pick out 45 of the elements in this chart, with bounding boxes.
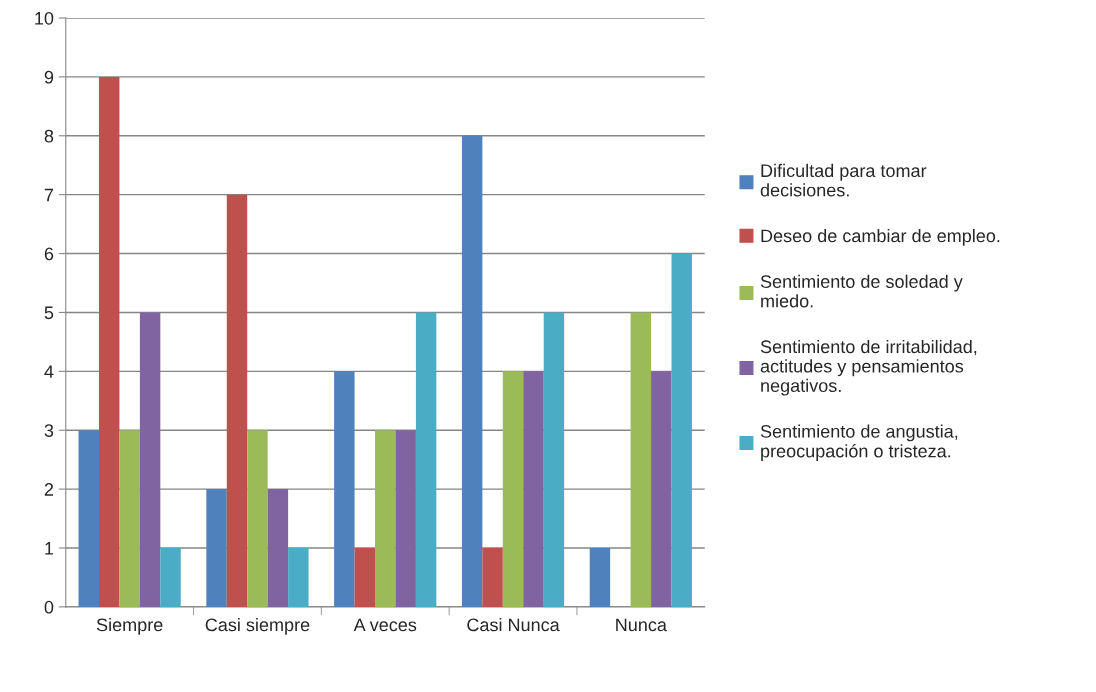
legend-label: Deseo de cambiar de empleo. [761, 229, 1000, 246]
y-tick-label: 1 [45, 542, 54, 555]
y-tick-label: 7 [44, 188, 54, 202]
bar [375, 430, 396, 607]
y-tick-label: 0 [44, 600, 54, 614]
y-tick-label: 9 [44, 70, 54, 84]
legend-label: Sentimiento de soledad y miedo. [760, 274, 963, 308]
y-tick-label: 8 [44, 129, 54, 143]
legend-label: Sentimiento de irritabilidad, actitudes y pensamientos negativos. [760, 339, 977, 396]
bar [461, 135, 483, 607]
x-tick-label: Casi siempre [205, 618, 310, 635]
x-tick-label: Casi Nunca [467, 618, 560, 632]
bar [288, 547, 309, 607]
x-tick-label: Siempre [96, 618, 163, 635]
bar [395, 430, 416, 607]
y-tick-label: 2 [44, 483, 54, 496]
bar [206, 489, 227, 607]
bar [589, 547, 611, 607]
bar [543, 312, 565, 607]
bar [671, 253, 692, 607]
bar [119, 430, 140, 607]
legend-label: Dificultad para tomar decisiones. [760, 163, 927, 197]
bar [334, 371, 355, 607]
x-tick-label: A veces [353, 618, 417, 632]
bar [523, 371, 544, 607]
bar [415, 312, 437, 607]
bar [139, 312, 161, 607]
bar [160, 547, 181, 607]
legend-label: Sentimiento de angustia, preocupación o tristeza. [760, 424, 958, 462]
y-tick-label: 3 [44, 424, 54, 437]
bar [502, 371, 524, 607]
x-tick-label: Nunca [616, 618, 667, 632]
y-tick-label: 4 [44, 365, 54, 378]
y-tick-label: 5 [44, 306, 54, 320]
bar [630, 312, 652, 607]
bar [267, 489, 289, 607]
bar [78, 430, 99, 607]
bar [247, 430, 268, 607]
bar [482, 547, 503, 607]
y-tick-label: 6 [44, 247, 54, 261]
bar [226, 194, 248, 607]
bar [651, 371, 672, 607]
y-tick-label: 10 [35, 11, 54, 25]
bar [354, 547, 376, 607]
bar [98, 76, 120, 607]
